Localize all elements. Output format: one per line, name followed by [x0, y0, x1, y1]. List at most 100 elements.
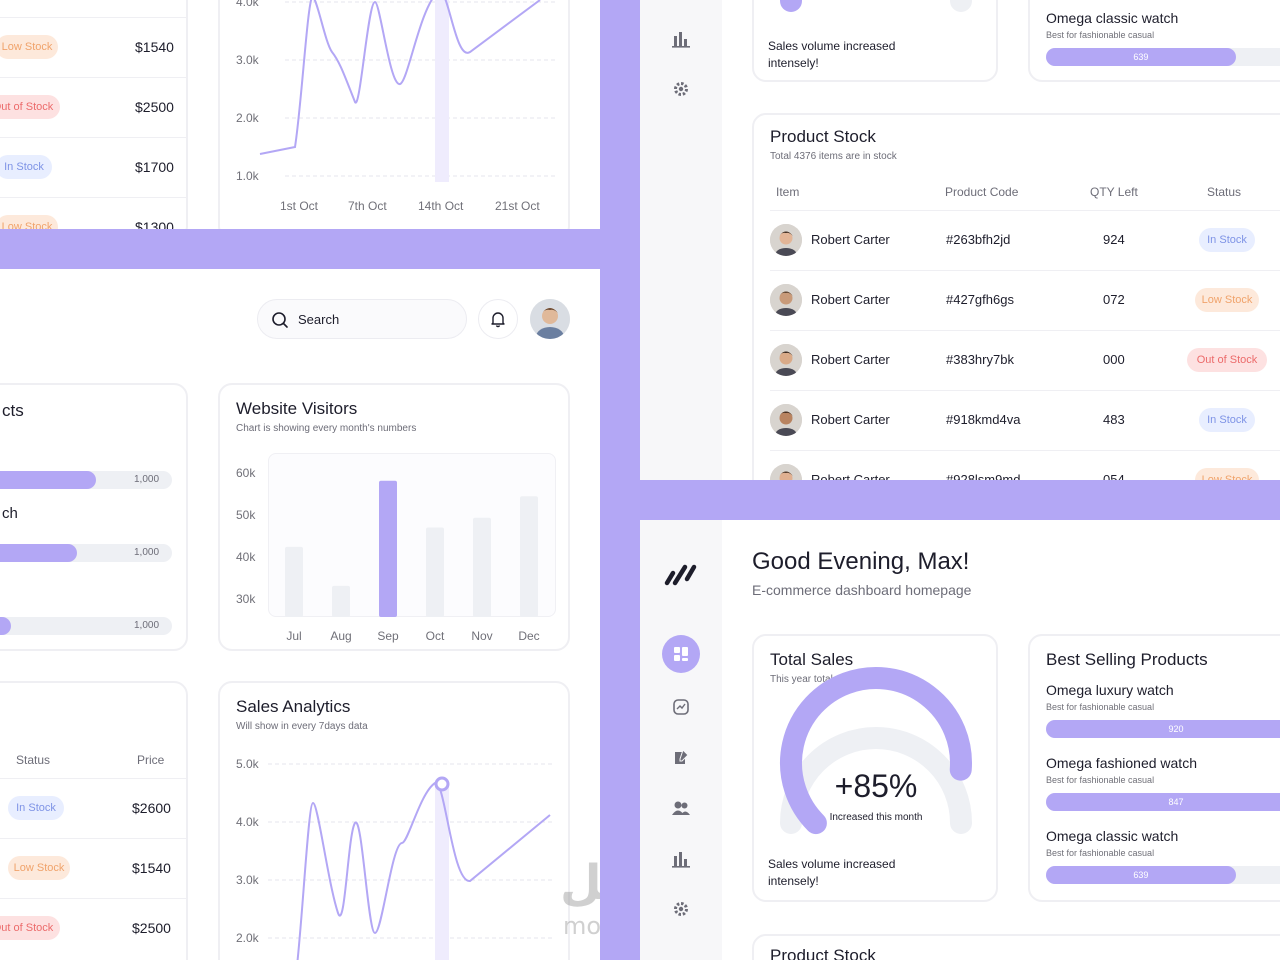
notification-button[interactable] [478, 299, 518, 339]
x-tick-label: Dec [518, 629, 539, 643]
y-tick-label: 60k [236, 466, 256, 480]
y-tick-label: 2.0k [236, 111, 259, 125]
best-selling-card: Best Selling Products Omega luxury watch… [1028, 634, 1280, 902]
bar-chart-area [268, 453, 556, 617]
code-header: Product Code [945, 185, 1019, 199]
product-desc: Best for fashionable casual [1046, 775, 1155, 785]
qty-left: 924 [1103, 232, 1125, 247]
status-badge: In Stock [1199, 228, 1255, 252]
products-card-title: cts [2, 401, 24, 420]
top-right-panel: Sales volume increased intensely! Omega … [640, 0, 1280, 480]
product-name: Omega classic watch [1046, 10, 1179, 26]
product-desc: Best for fashionable casual [1046, 702, 1155, 712]
website-visitors-title: Website Visitors [236, 399, 358, 418]
x-tick-label: 7th Oct [348, 199, 387, 213]
sales-note: Sales volume increased intensely! [768, 39, 896, 70]
x-tick-label: Sep [377, 629, 399, 643]
gear-icon[interactable] [672, 80, 690, 98]
bar-dec [520, 496, 538, 617]
best-selling-title: Best Selling Products [1046, 650, 1208, 669]
sales-note-card: Sales volume increased intensely! [752, 0, 998, 82]
product-stock-title: Product Stock [770, 127, 876, 146]
product-progress: 639 [1046, 48, 1280, 66]
x-tick-label: Oct [426, 629, 445, 643]
avatar [770, 344, 802, 376]
avatar [770, 284, 802, 316]
price: $1700 [135, 159, 174, 175]
bar-jul [285, 546, 303, 617]
sales-analytics-line-chart [268, 763, 555, 960]
y-tick-label: 50k [236, 508, 256, 522]
avatar [770, 224, 802, 256]
item-header: Item [776, 185, 800, 199]
y-tick-label: 40k [236, 550, 256, 564]
main-left-panel: Search cts ch 1,000 1,000 1,000 Website Vi… [0, 269, 600, 960]
product-code: #383hry7bk [946, 352, 1014, 367]
product-progress: 920 [1046, 720, 1280, 738]
product-progress-fill: 920 [1046, 720, 1280, 738]
bar-chart-icon[interactable] [672, 30, 690, 48]
item-name: Robert Carter [811, 412, 890, 427]
logo-icon [664, 564, 697, 586]
price: $1540 [135, 39, 174, 55]
item-name: Robert Carter [811, 352, 890, 367]
product-desc: Best for fashionable casual [1046, 30, 1155, 40]
nav-dashboard[interactable] [662, 635, 700, 673]
bell-icon [491, 312, 505, 328]
user-avatar[interactable] [530, 299, 570, 339]
gauge-value: +85% [834, 768, 918, 804]
product-progress [0, 471, 172, 489]
highlight-point [434, 776, 450, 792]
sales-analytics-card: Sales Analytics Will show in every 7days… [218, 681, 570, 960]
sales-note: Sales volume increased intensely! [768, 857, 896, 888]
product-progress-fill [0, 471, 96, 489]
product-progress-fill: 639 [1046, 866, 1236, 884]
highlight-column [435, 0, 449, 182]
bar-oct [426, 527, 444, 617]
sidebar [640, 520, 722, 960]
status-badge: Low Stock [1195, 288, 1259, 312]
stock-price-card: Low Stock $1540 Out of Stock $2500 In Stock $… [0, 0, 188, 229]
product-name: Omega classic watch [1046, 828, 1179, 844]
price: $2500 [135, 99, 174, 115]
inventory-icon[interactable] [673, 749, 689, 765]
status-badge: Out of Stock [0, 95, 60, 119]
avatar [770, 404, 802, 436]
product-code: #928lsm9md [946, 472, 1021, 480]
price-header: Price [137, 753, 165, 767]
status-header: Status [1207, 185, 1242, 199]
bar-chart-icon[interactable] [672, 850, 690, 868]
gear-icon[interactable] [672, 900, 690, 918]
product-name: Omega luxury watch [1046, 682, 1174, 698]
x-tick-label: Jul [286, 629, 301, 643]
status-header: Status [16, 753, 51, 767]
gauge-caption: Increased this month [829, 812, 923, 823]
product-stock-subtitle: Total 4376 items are in stock [770, 151, 897, 162]
website-visitors-bar-chart: 60k 50k 40k 30k Jul Aug Sep Oct Nov Dec [236, 466, 540, 643]
product-value: 1,000 [134, 547, 160, 558]
qty-left: 072 [1103, 292, 1125, 307]
status-badge: In Stock [0, 155, 52, 179]
sales-analytics-subtitle: Will show in every 7days data [236, 721, 368, 732]
product-name: Omega fashioned watch [1046, 755, 1197, 771]
greeting: Good Evening, Max! [752, 548, 970, 575]
status-badge: Low Stock [1195, 468, 1259, 480]
website-visitors-card: Website Visitors Chart is showing every … [218, 383, 570, 651]
x-tick-label: Nov [471, 629, 492, 643]
item-name: Robert Carter [811, 292, 890, 307]
product-code: #918kmd4va [946, 412, 1021, 427]
users-icon[interactable] [672, 800, 690, 816]
product-progress [0, 617, 172, 635]
search-box[interactable]: Search [257, 299, 467, 339]
trend-icon[interactable] [673, 699, 689, 715]
sales-analytics-line [296, 781, 551, 960]
website-visitors-subtitle: Chart is showing every month's numbers [236, 423, 417, 434]
y-tick-label: 1.0k [236, 169, 259, 183]
total-sales-title: Total Sales [770, 650, 854, 669]
bar-nov [473, 517, 491, 617]
y-tick-label: 3.0k [236, 53, 259, 67]
price: $2500 [132, 920, 171, 936]
status-badge: Out of Stock [1187, 348, 1267, 372]
product-progress-fill: 847 [1046, 793, 1280, 811]
total-sales-subtitle: This year total data [770, 674, 856, 685]
